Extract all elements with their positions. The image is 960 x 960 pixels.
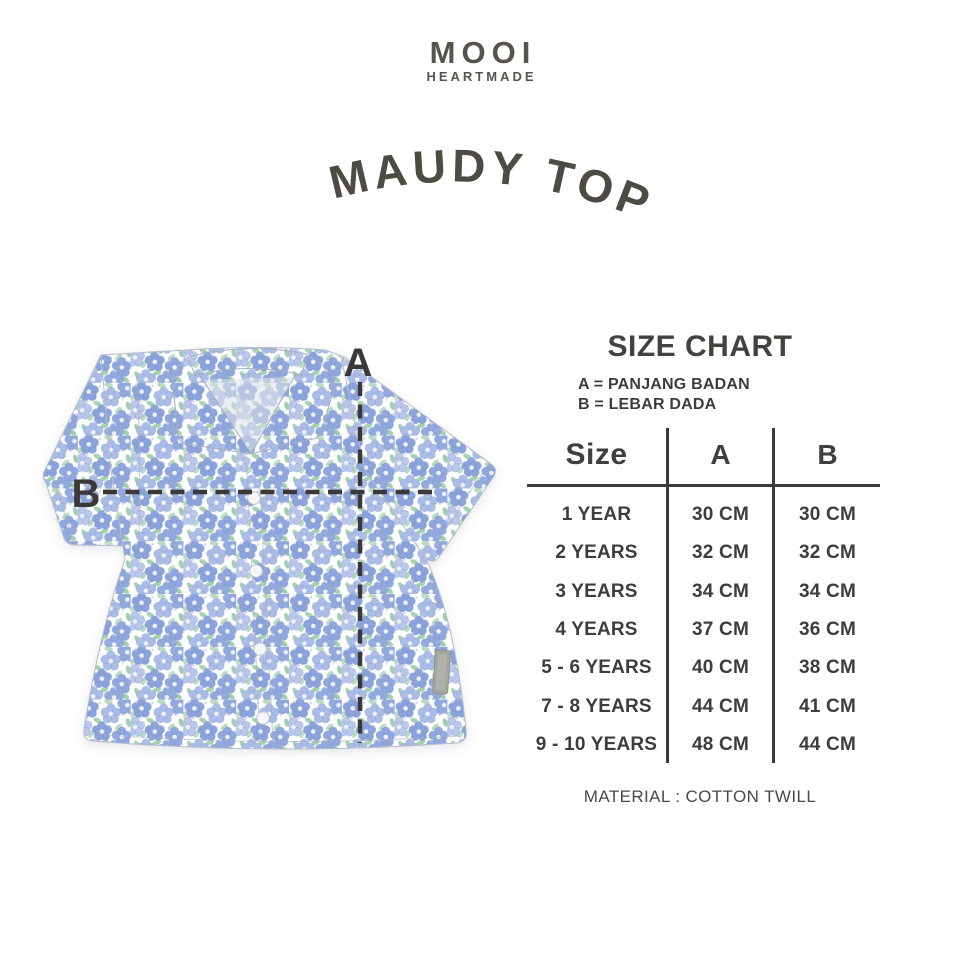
measure-b-label: B [72, 472, 101, 516]
b-cell: 32 CM [799, 542, 856, 564]
size-chart-heading: SIZE CHART [607, 330, 793, 363]
measure-a-label: A [344, 341, 373, 385]
a-cell: 32 CM [692, 542, 749, 564]
a-cell: 30 CM [692, 504, 749, 526]
measurement-a-column: 30 CM 32 CM 34 CM 37 CM 40 CM 44 CM 48 C… [669, 496, 772, 764]
shirt-illustration [42, 347, 496, 750]
b-cell: 38 CM [799, 657, 856, 679]
product-title-arc: MAUDY TOP [324, 139, 661, 230]
shirt-collar [172, 348, 336, 455]
shirt-right-sleeve [333, 355, 496, 562]
size-table: Size A B 1 YEAR 2 YEARS 3 YEARS 4 YEARS … [527, 428, 880, 763]
legend-b: B = LEBAR DADA [578, 396, 717, 413]
size-cell: 7 - 8 YEARS [541, 695, 652, 717]
column-header-a: A [710, 439, 731, 470]
a-cell: 40 CM [692, 657, 749, 679]
measurement-overlay: A B [72, 341, 435, 743]
column-header-b: B [817, 439, 838, 470]
size-column: 1 YEAR 2 YEARS 3 YEARS 4 YEARS 5 - 6 YEA… [527, 496, 666, 764]
table-column-rule-1 [666, 428, 669, 763]
collar-back-band [187, 348, 308, 376]
size-cell: 3 YEARS [555, 580, 638, 602]
shirt-body [83, 347, 467, 750]
b-cell: 34 CM [799, 580, 856, 602]
hem-tag [432, 649, 451, 695]
product-figure: A B [42, 341, 496, 750]
a-cell: 37 CM [692, 619, 749, 641]
brand-logo: MOOI [429, 35, 537, 70]
size-cell: 9 - 10 YEARS [535, 733, 658, 755]
a-cell: 44 CM [692, 695, 749, 717]
collar-right-lapel [250, 353, 336, 455]
material-note: MATERIAL : COTTON TWILL [583, 787, 817, 806]
product-title: MAUDY TOP [324, 139, 661, 230]
table-column-rule-2 [772, 428, 775, 763]
b-cell: 30 CM [799, 504, 856, 526]
legend-a: A = PANJANG BADAN [578, 376, 750, 393]
column-header-size: Size [565, 438, 628, 471]
a-cell: 34 CM [692, 580, 749, 602]
table-header-rule [527, 484, 880, 487]
size-cell: 5 - 6 YEARS [541, 657, 652, 679]
b-cell: 36 CM [799, 619, 856, 641]
size-cell: 1 YEAR [561, 504, 632, 526]
b-cell: 44 CM [799, 733, 856, 755]
size-cell: 2 YEARS [555, 542, 638, 564]
size-cell: 4 YEARS [555, 619, 638, 641]
a-cell: 48 CM [692, 733, 749, 755]
size-chart-legend: A = PANJANG BADAN B = LEBAR DADA [578, 375, 750, 415]
measurement-b-column: 30 CM 32 CM 34 CM 36 CM 38 CM 41 CM 44 C… [775, 496, 880, 764]
b-cell: 41 CM [799, 695, 856, 717]
brand-tagline: HEARTMADE [426, 69, 537, 84]
collar-left-lapel [172, 356, 252, 455]
brand-header: MOOI HEARTMADE [0, 35, 960, 84]
shirt-buttons [247, 491, 270, 725]
